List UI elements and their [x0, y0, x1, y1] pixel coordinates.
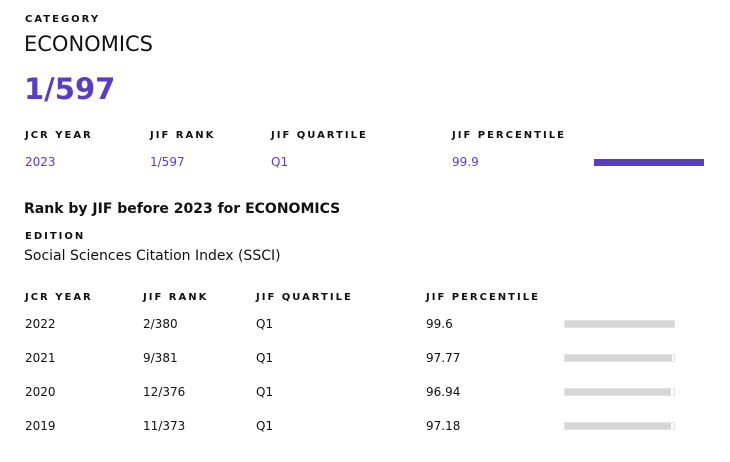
percentile-bar — [565, 389, 671, 395]
column-header: JCR YEAR — [25, 130, 93, 141]
column-header: JIF RANK — [143, 292, 209, 303]
cell: 97.77 — [426, 351, 461, 365]
cell: 96.94 — [426, 385, 461, 399]
percentile-bar-track — [564, 388, 675, 396]
column-header: JIF PERCENTILE — [426, 292, 540, 303]
cell: Q1 — [256, 419, 274, 433]
cell: 2023 — [25, 155, 56, 169]
cell: 99.6 — [426, 317, 453, 331]
percentile-bar-track — [594, 159, 704, 166]
percentile-bar — [565, 321, 674, 327]
percentile-bar-track — [564, 320, 675, 328]
cell: 2/380 — [143, 317, 178, 331]
category: ECONOMICS — [24, 32, 154, 56]
percentile-bar-track — [564, 354, 675, 362]
column-header: JIF RANK — [150, 130, 216, 141]
cell: 2022 — [25, 317, 56, 331]
percentile-bar — [565, 355, 672, 361]
rank: 1/597 — [24, 72, 116, 106]
cell: Q1 — [256, 385, 274, 399]
cell: 97.18 — [426, 419, 461, 433]
column-header: JIF PERCENTILE — [452, 130, 566, 141]
category-label: CATEGORY — [25, 14, 101, 25]
cell: Q1 — [271, 155, 289, 169]
cell: 2021 — [25, 351, 56, 365]
column-header: JIF QUARTILE — [271, 130, 368, 141]
history-title: Rank by JIF before 2023 for ECONOMICS — [24, 201, 341, 217]
cell: Q1 — [256, 351, 274, 365]
percentile-bar — [565, 423, 671, 429]
cell: 1/597 — [150, 155, 185, 169]
cell: 12/376 — [143, 385, 186, 399]
edition: Social Sciences Citation Index (SSCI) — [24, 248, 281, 264]
edition-label: EDITION — [25, 231, 86, 242]
cell: 2020 — [25, 385, 56, 399]
percentile-bar-track — [564, 422, 675, 430]
column-header: JIF QUARTILE — [256, 292, 353, 303]
column-header: JCR YEAR — [25, 292, 93, 303]
cell: 99.9 — [452, 155, 479, 169]
cell: 11/373 — [143, 419, 186, 433]
cell: 9/381 — [143, 351, 178, 365]
cell: 2019 — [25, 419, 56, 433]
cell: Q1 — [256, 317, 274, 331]
percentile-bar — [594, 159, 704, 166]
